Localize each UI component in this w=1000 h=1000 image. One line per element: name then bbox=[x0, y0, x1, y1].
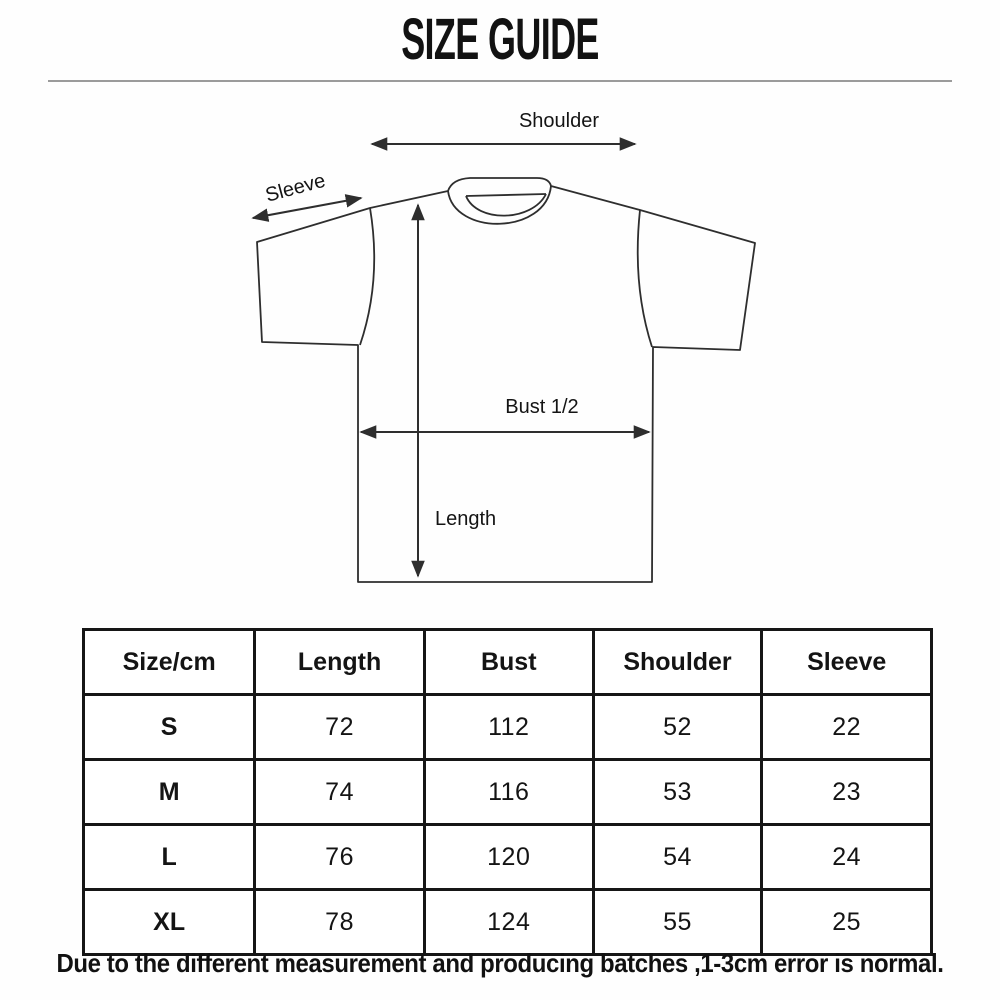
sleeve-cell: 23 bbox=[760, 758, 933, 826]
shoulder-cell: 54 bbox=[591, 823, 764, 891]
collar-front-neckline bbox=[465, 193, 547, 217]
col-header-length: Length bbox=[253, 628, 426, 696]
col-header-size: Size/cm bbox=[81, 628, 257, 696]
bust-cell: 112 bbox=[422, 693, 595, 761]
size-cell: M bbox=[81, 758, 257, 826]
size-cell: S bbox=[81, 693, 257, 761]
size-cell: XL bbox=[81, 888, 257, 956]
tshirt-measurement-diagram: Shoulder Sleeve Bust 1/2 Length bbox=[251, 110, 756, 583]
left-sleeve-seam bbox=[359, 207, 376, 346]
size-table: Size/cm Length Bust Shoulder Sleeve S 72… bbox=[81, 628, 933, 956]
size-table-header-row: Size/cm Length Bust Shoulder Sleeve bbox=[81, 628, 933, 696]
length-label: Length bbox=[435, 508, 496, 530]
length-cell: 74 bbox=[253, 758, 426, 826]
title-divider bbox=[48, 80, 952, 82]
length-cell: 78 bbox=[253, 888, 426, 956]
sleeve-cell: 25 bbox=[760, 888, 933, 956]
collar-outer-band bbox=[447, 185, 552, 225]
length-cell: 72 bbox=[253, 693, 426, 761]
footnote: Due to the different measurement and pro… bbox=[56, 948, 944, 978]
right-sleeve-seam bbox=[636, 209, 653, 348]
page-title: SIZE GUIDE bbox=[401, 7, 599, 72]
col-header-bust: Bust bbox=[422, 628, 595, 696]
bust-cell: 124 bbox=[422, 888, 595, 956]
bust-cell: 116 bbox=[422, 758, 595, 826]
bust-cell: 120 bbox=[422, 823, 595, 891]
table-row-s: S 72 112 52 22 bbox=[81, 693, 933, 761]
size-cell: L bbox=[81, 823, 257, 891]
sleeve-cell: 24 bbox=[760, 823, 933, 891]
sleeve-measure-arrow bbox=[251, 194, 363, 222]
shoulder-cell: 55 bbox=[591, 888, 764, 956]
sleeve-cell: 22 bbox=[760, 693, 933, 761]
shoulder-label: Shoulder bbox=[519, 110, 599, 132]
length-cell: 76 bbox=[253, 823, 426, 891]
table-row-l: L 76 120 54 24 bbox=[81, 823, 933, 891]
tshirt-outline-shape bbox=[256, 177, 756, 583]
col-header-sleeve: Sleeve bbox=[760, 628, 933, 696]
collar-back-neckline bbox=[465, 193, 547, 197]
table-row-xl: XL 78 124 55 25 bbox=[81, 888, 933, 956]
shoulder-cell: 53 bbox=[591, 758, 764, 826]
col-header-shoulder: Shoulder bbox=[591, 628, 764, 696]
sleeve-label: Sleeve bbox=[263, 170, 328, 207]
table-row-m: M 74 116 53 23 bbox=[81, 758, 933, 826]
shoulder-cell: 52 bbox=[591, 693, 764, 761]
bust-label: Bust 1/2 bbox=[505, 396, 578, 418]
